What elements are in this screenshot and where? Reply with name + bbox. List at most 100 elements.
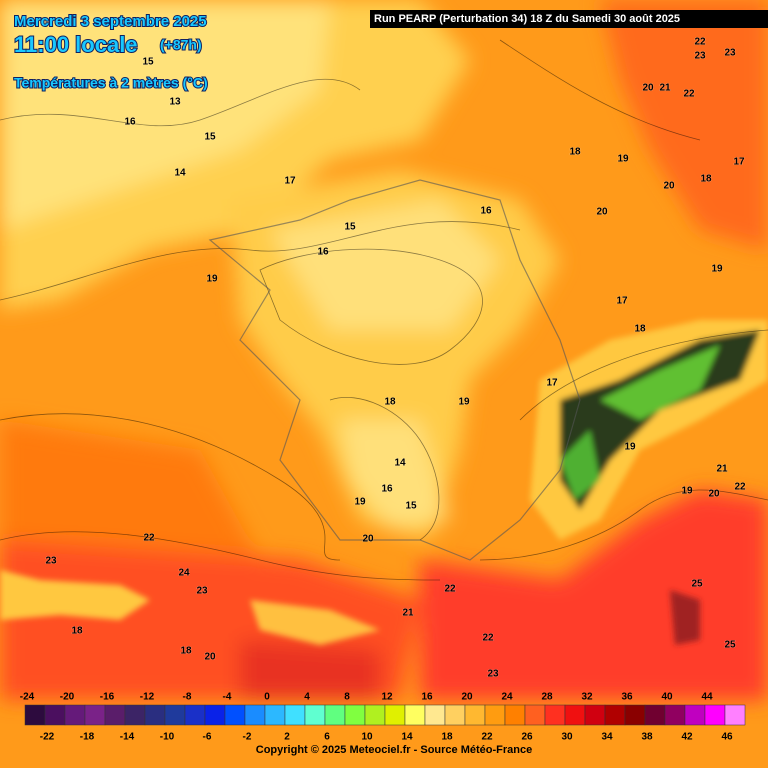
temperature-label: 15 xyxy=(204,132,216,143)
colorbar-top-label: -24 xyxy=(20,692,35,703)
colorbar-swatch xyxy=(424,704,446,726)
temperature-label: 22 xyxy=(683,89,695,100)
temperature-label: 18 xyxy=(384,397,396,408)
temperature-label: 18 xyxy=(180,646,192,657)
temperature-label: 18 xyxy=(700,174,712,185)
colorbar-top-label: 4 xyxy=(304,692,310,703)
temperature-label: 13 xyxy=(169,97,181,108)
temperature-label: 14 xyxy=(394,458,406,469)
temperature-label: 22 xyxy=(694,37,706,48)
temperature-label: 19 xyxy=(624,442,636,453)
forecast-date: Mercredi 3 septembre 2025 xyxy=(14,13,207,30)
temperature-label: 23 xyxy=(724,48,736,59)
forecast-lead: (+87h) xyxy=(160,37,202,53)
colorbar-bottom-label: -14 xyxy=(120,732,135,743)
colorbar-bottom-label: -6 xyxy=(203,732,212,743)
temperature-label: 15 xyxy=(405,501,417,512)
colorbar-swatch xyxy=(544,704,566,726)
temperature-label: 20 xyxy=(362,534,374,545)
temperature-label: 18 xyxy=(634,324,646,335)
temperature-label: 23 xyxy=(694,51,706,62)
colorbar-top-label: -8 xyxy=(183,692,192,703)
temperature-label: 19 xyxy=(354,497,366,508)
temperature-label: 19 xyxy=(681,486,693,497)
colorbar-swatch xyxy=(684,704,706,726)
colorbar-swatch xyxy=(604,704,626,726)
temperature-label: 22 xyxy=(734,482,746,493)
colorbar-swatch xyxy=(564,704,586,726)
colorbar-bottom-label: 46 xyxy=(721,732,733,743)
temperature-label: 18 xyxy=(71,626,83,637)
colorbar-top-label: 28 xyxy=(541,692,553,703)
colorbar-swatch xyxy=(724,704,746,726)
colorbar-swatch xyxy=(284,704,306,726)
temperature-label: 17 xyxy=(616,296,628,307)
colorbar-bottom-label: -22 xyxy=(40,732,55,743)
temperature-label: 23 xyxy=(45,556,57,567)
temperature-label: 24 xyxy=(178,568,190,579)
colorbar-swatch xyxy=(244,704,266,726)
temperature-label: 25 xyxy=(691,579,703,590)
colorbar-swatch xyxy=(664,704,686,726)
colorbar-top-label: 44 xyxy=(701,692,713,703)
temperature-label: 18 xyxy=(569,147,581,158)
colorbar-swatch xyxy=(324,704,346,726)
colorbar-bottom-label: 6 xyxy=(324,732,330,743)
colorbar-top-label: 8 xyxy=(344,692,350,703)
colorbar-swatch xyxy=(164,704,186,726)
colorbar-swatch xyxy=(204,704,226,726)
colorbar-swatch xyxy=(364,704,386,726)
colorbar-swatch xyxy=(144,704,166,726)
temperature-label: 14 xyxy=(174,168,186,179)
colorbar-swatch xyxy=(24,704,46,726)
temperature-label: 15 xyxy=(142,57,154,68)
colorbar-bottom-label: 14 xyxy=(401,732,413,743)
colorbar-bottom-label: 42 xyxy=(681,732,693,743)
temperature-label: 20 xyxy=(204,652,216,663)
colorbar-swatch xyxy=(704,704,726,726)
colorbar-top-label: 0 xyxy=(264,692,270,703)
colorbar-top-label: 40 xyxy=(661,692,673,703)
colorbar-swatch xyxy=(344,704,366,726)
temperature-label: 19 xyxy=(206,274,218,285)
temperature-label: 23 xyxy=(487,669,499,680)
temperature-label: 17 xyxy=(546,378,558,389)
colorbar-top-label: 36 xyxy=(621,692,633,703)
temperature-label: 20 xyxy=(663,181,675,192)
temperature-label: 17 xyxy=(733,157,745,168)
map-labels: 15 13 16 15 14 17 15 16 19 16 18 19 20 18 17 20 19 17 18 17… xyxy=(45,36,747,680)
temperature-label: 15 xyxy=(344,222,356,233)
temperature-label: 22 xyxy=(143,533,155,544)
colorbar-swatch xyxy=(44,704,66,726)
temperature-label: 20 xyxy=(708,489,720,500)
temperature-label: 16 xyxy=(381,484,393,495)
colorbar-swatch xyxy=(64,704,86,726)
colorbar-swatch xyxy=(464,704,486,726)
colorbar-swatch xyxy=(104,704,126,726)
colorbar-bottom-label: -2 xyxy=(243,732,252,743)
colorbar-swatch xyxy=(524,704,546,726)
colorbar-bottom-label: 38 xyxy=(641,732,653,743)
variable-name: Températures à 2 mètres (°C) xyxy=(14,75,208,91)
copyright: Copyright © 2025 Meteociel.fr - Source M… xyxy=(256,744,532,756)
colorbar-bottom-label: 26 xyxy=(521,732,533,743)
temperature-label: 25 xyxy=(724,640,736,651)
colorbar-top-label: -12 xyxy=(140,692,155,703)
colorbar-top-label: 16 xyxy=(421,692,433,703)
colorbar-bottom-label: -10 xyxy=(160,732,175,743)
colorbar-bottom-label: 10 xyxy=(361,732,373,743)
colorbar-swatch xyxy=(504,704,526,726)
run-banner xyxy=(370,10,768,28)
temperature-label: 16 xyxy=(317,247,329,258)
colorbar-swatch xyxy=(444,704,466,726)
colorbar-swatch xyxy=(184,704,206,726)
temperature-label: 21 xyxy=(659,83,671,94)
temperature-label: 22 xyxy=(482,633,494,644)
forecast-time: 11:00 locale xyxy=(14,32,138,57)
colorbar-swatch xyxy=(124,704,146,726)
colorbar-top-label: 24 xyxy=(501,692,513,703)
colorbar-bottom-label: 30 xyxy=(561,732,573,743)
temperature-label: 22 xyxy=(444,584,456,595)
colorbar-swatch xyxy=(404,704,426,726)
